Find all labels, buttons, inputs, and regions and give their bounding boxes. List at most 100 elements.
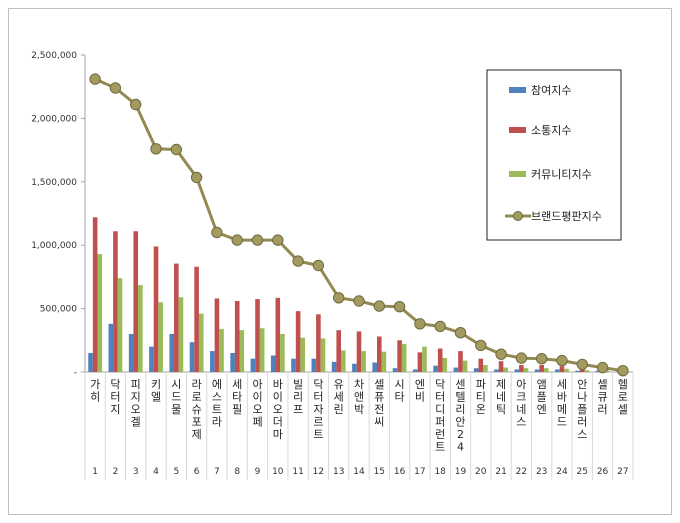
bar-소통지수-빌리프 bbox=[295, 311, 301, 372]
bar-소통지수-에스트라 bbox=[214, 298, 220, 372]
bar-참여지수-키엘 bbox=[149, 346, 154, 372]
rank-label: 27 bbox=[617, 467, 628, 477]
point-바이오더마 bbox=[272, 234, 284, 246]
point-닥터자르트 bbox=[312, 259, 325, 272]
bar-참여지수-가히 bbox=[88, 352, 93, 372]
bar-소통지수-세타필 bbox=[234, 300, 240, 372]
bar-참여지수-바이오더마 bbox=[270, 355, 276, 372]
point-제네틱 bbox=[495, 348, 507, 360]
legend-swatch-참여지수 bbox=[509, 87, 526, 93]
point-빌리프 bbox=[292, 255, 304, 267]
bar-커뮤니티지수-피지오겔 bbox=[138, 285, 143, 372]
rank-label: 5 bbox=[173, 467, 179, 477]
bar-참여지수-피지오겔 bbox=[128, 333, 134, 372]
point-아이오페 bbox=[251, 234, 264, 246]
rank-label: 11 bbox=[292, 467, 303, 477]
bar-커뮤니티지수-셀퓨전씨 bbox=[381, 351, 387, 372]
bar-소통지수-가히 bbox=[92, 217, 98, 372]
bar-커뮤니티지수-엔비 bbox=[422, 346, 427, 372]
point-닥터디퍼런트 bbox=[434, 320, 446, 333]
bar-커뮤니티지수-가히 bbox=[97, 254, 103, 372]
bar-커뮤니티지수-바이오더마 bbox=[280, 333, 285, 372]
bar-커뮤니티지수-빌리프 bbox=[300, 337, 306, 372]
legend-label: 소통지수 bbox=[531, 124, 571, 137]
rank-label: 22 bbox=[516, 467, 527, 477]
bar-참여지수-센텔리안24 bbox=[453, 367, 459, 372]
point-파티온 bbox=[475, 339, 487, 352]
bar-소통지수-아이오페 bbox=[255, 299, 260, 372]
rank-label: 12 bbox=[313, 467, 324, 477]
bar-참여지수-셀큐러 bbox=[595, 370, 601, 372]
bar-참여지수-앰플엔 bbox=[534, 369, 540, 372]
legend-swatch-소통지수 bbox=[509, 127, 526, 133]
bar-소통지수-안나플러스 bbox=[579, 368, 585, 372]
bar-소통지수-닥터디퍼런트 bbox=[437, 348, 443, 372]
rank-label: 9 bbox=[255, 467, 261, 477]
bar-참여지수-시드물 bbox=[169, 333, 175, 372]
point-안나플러스 bbox=[576, 358, 588, 371]
bar-참여지수-닥터디퍼런트 bbox=[433, 365, 438, 372]
bar-커뮤니티지수-셀큐러 bbox=[604, 370, 610, 372]
rank-label: 16 bbox=[394, 467, 406, 477]
bar-소통지수-유세린 bbox=[336, 330, 341, 372]
bar-커뮤니티지수-안나플러스 bbox=[584, 370, 590, 372]
point-피지오겔 bbox=[130, 98, 142, 111]
rank-label: 18 bbox=[434, 467, 446, 477]
bar-참여지수-셀퓨전씨 bbox=[372, 362, 377, 372]
bar-커뮤니티지수-차앤박 bbox=[361, 351, 366, 372]
bar-커뮤니티지수-제네틱 bbox=[503, 367, 508, 372]
bar-참여지수-아크네스 bbox=[514, 369, 520, 372]
rank-label: 20 bbox=[475, 467, 487, 477]
bar-참여지수-닥터지 bbox=[108, 323, 114, 372]
bar-소통지수-엔비 bbox=[417, 352, 423, 372]
bar-참여지수-아이오페 bbox=[250, 358, 256, 372]
point-시타 bbox=[393, 301, 406, 313]
bar-소통지수-라로슈포제 bbox=[194, 266, 199, 372]
bar-커뮤니티지수-닥터지 bbox=[117, 278, 123, 372]
rank-label: 6 bbox=[194, 467, 200, 477]
bar-참여지수-시타 bbox=[392, 368, 398, 372]
rank-label: 13 bbox=[333, 467, 344, 477]
point-세바메드 bbox=[556, 354, 568, 367]
point-키엘 bbox=[150, 143, 162, 155]
legend-swatch-커뮤니티지수 bbox=[509, 171, 526, 177]
bar-소통지수-세바메드 bbox=[559, 366, 565, 372]
bar-소통지수-닥터지 bbox=[113, 231, 118, 372]
bar-소통지수-시드물 bbox=[174, 263, 179, 372]
y-tick-label: 2,000,000 bbox=[31, 114, 77, 124]
bar-소통지수-셀퓨전씨 bbox=[377, 336, 382, 372]
rank-label: 8 bbox=[234, 467, 240, 477]
legend-label: 참여지수 bbox=[531, 84, 571, 97]
bar-커뮤니티지수-닥터디퍼런트 bbox=[442, 358, 448, 372]
legend-label: 커뮤니티지수 bbox=[531, 168, 592, 181]
bar-소통지수-센텔리안24 bbox=[458, 351, 463, 372]
legend-box bbox=[486, 69, 622, 241]
bar-커뮤니티지수-센텔리안24 bbox=[462, 360, 468, 372]
bar-참여지수-유세린 bbox=[331, 361, 337, 372]
bar-참여지수-차앤박 bbox=[352, 363, 357, 372]
bar-참여지수-빌리프 bbox=[291, 358, 296, 372]
bar-참여지수-닥터자르트 bbox=[311, 358, 317, 372]
bar-참여지수-세바메드 bbox=[555, 369, 560, 372]
point-시드물 bbox=[170, 143, 183, 156]
point-센텔리안24 bbox=[454, 327, 467, 339]
bar-커뮤니티지수-닥터자르트 bbox=[320, 338, 326, 372]
rank-label: 1 bbox=[92, 467, 98, 477]
